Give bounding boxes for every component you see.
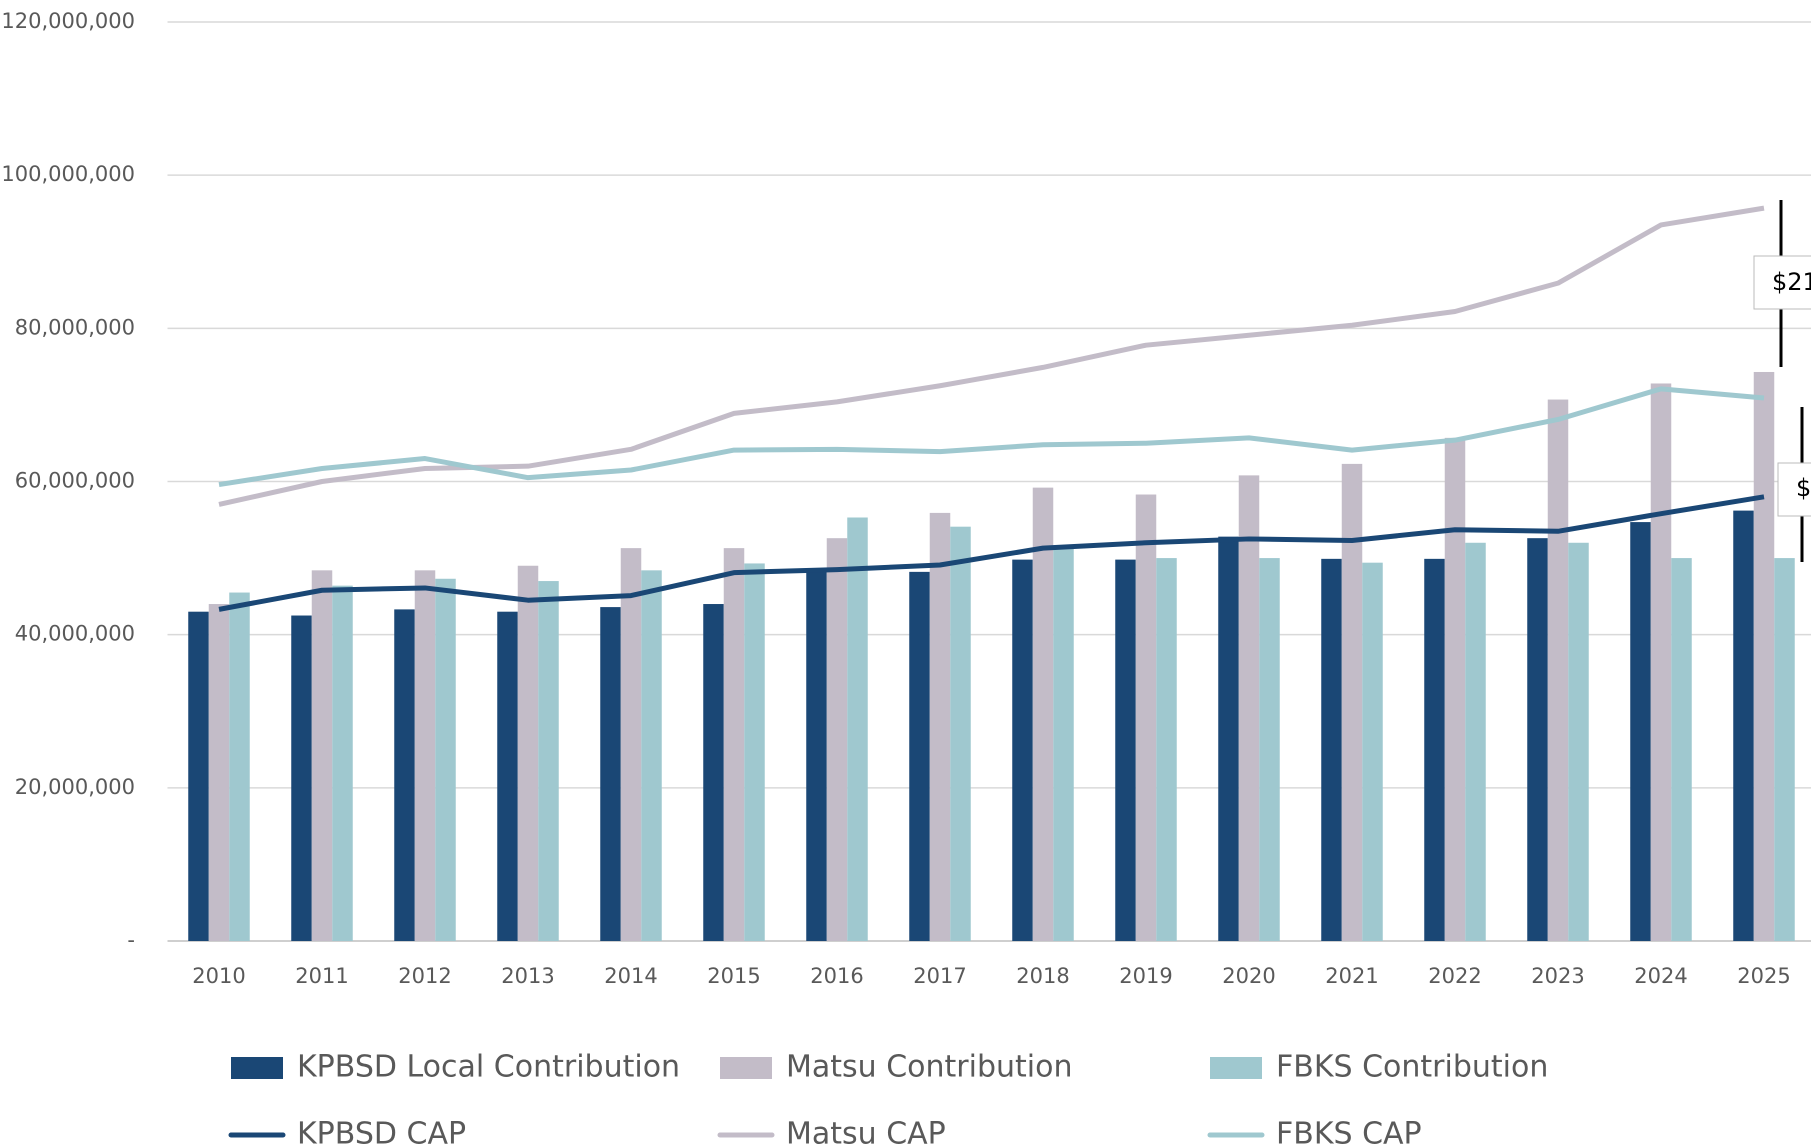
bar (435, 578, 456, 941)
bar (538, 581, 559, 941)
legend-swatch (720, 1057, 772, 1079)
bar (826, 538, 848, 941)
bar (1135, 494, 1157, 941)
bar (1424, 558, 1445, 941)
bar (1053, 548, 1074, 941)
legend-label: FBKS Contribution (1276, 1050, 1548, 1085)
x-tick-label: 2020 (1222, 964, 1275, 988)
bar (1630, 522, 1651, 941)
bar (188, 611, 209, 941)
bar (1547, 399, 1569, 941)
bar (291, 615, 312, 941)
legend-label: Matsu Contribution (786, 1050, 1072, 1085)
x-tick-label: 2010 (192, 964, 245, 988)
legend-label: FBKS CAP (1276, 1117, 1422, 1148)
x-tick-label: 2012 (398, 964, 451, 988)
x-tick-label: 2023 (1531, 964, 1584, 988)
y-tick-label: 60,000,000 (15, 469, 135, 493)
x-tick-label: 2017 (913, 964, 966, 988)
bar (208, 604, 230, 941)
bar (600, 607, 621, 941)
bar (311, 570, 333, 941)
y-tick-label: - (127, 928, 135, 952)
bar (1774, 558, 1795, 941)
bar (1032, 487, 1054, 941)
bar (1671, 558, 1692, 941)
y-tick-label: 120,000,000 (1, 9, 135, 33)
bar (1465, 542, 1486, 941)
x-tick-label: 2025 (1737, 964, 1790, 988)
bar (1341, 463, 1363, 941)
x-tick-label: 2019 (1119, 964, 1172, 988)
annotation-box (1777, 462, 1811, 517)
x-tick-label: 2014 (604, 964, 657, 988)
bar (497, 611, 518, 941)
legend-label: KPBSD Local Contribution (297, 1050, 680, 1085)
bar (1753, 371, 1775, 941)
bar (703, 604, 724, 941)
bar (620, 548, 642, 941)
bar (332, 585, 353, 941)
line (218, 386, 1765, 488)
bar (517, 565, 539, 941)
bar (1650, 383, 1672, 941)
bar (414, 570, 436, 941)
bar (744, 563, 765, 941)
bar (1362, 562, 1383, 941)
bar (1156, 558, 1177, 941)
bar (847, 517, 868, 941)
bar (229, 592, 250, 941)
bar (1115, 559, 1136, 941)
bar (1321, 558, 1342, 941)
y-tick-label: 20,000,000 (15, 775, 135, 799)
bar (1444, 437, 1466, 941)
bar (1733, 510, 1754, 941)
legend-swatch (231, 1057, 283, 1079)
x-tick-label: 2018 (1016, 964, 1069, 988)
annotation: $21 (1772, 268, 1811, 296)
x-tick-label: 2016 (810, 964, 863, 988)
x-tick-label: 2013 (501, 964, 554, 988)
x-tick-label: 2011 (295, 964, 348, 988)
x-tick-label: 2022 (1428, 964, 1481, 988)
bar (1568, 542, 1589, 941)
bar (806, 569, 827, 941)
line (218, 205, 1765, 507)
bar (909, 571, 930, 941)
bar (1527, 538, 1548, 941)
y-tick-label: 100,000,000 (1, 162, 135, 186)
bar (394, 609, 415, 941)
legend-label: Matsu CAP (786, 1117, 946, 1148)
legend-label: KPBSD CAP (297, 1117, 466, 1148)
annotation-box (1753, 255, 1811, 310)
x-tick-label: 2021 (1325, 964, 1378, 988)
line (218, 494, 1765, 612)
bar (723, 548, 745, 941)
bar (950, 526, 971, 941)
bar (1012, 559, 1033, 941)
x-tick-label: 2015 (707, 964, 760, 988)
y-tick-label: 80,000,000 (15, 315, 135, 339)
bar (641, 570, 662, 941)
legend-swatch (1210, 1057, 1262, 1079)
bar (1238, 475, 1260, 941)
bar (1218, 536, 1239, 941)
bar (1259, 558, 1280, 941)
bar (929, 512, 951, 941)
y-tick-label: 40,000,000 (15, 622, 135, 646)
x-tick-label: 2024 (1634, 964, 1687, 988)
annotation: $ (1796, 474, 1811, 502)
